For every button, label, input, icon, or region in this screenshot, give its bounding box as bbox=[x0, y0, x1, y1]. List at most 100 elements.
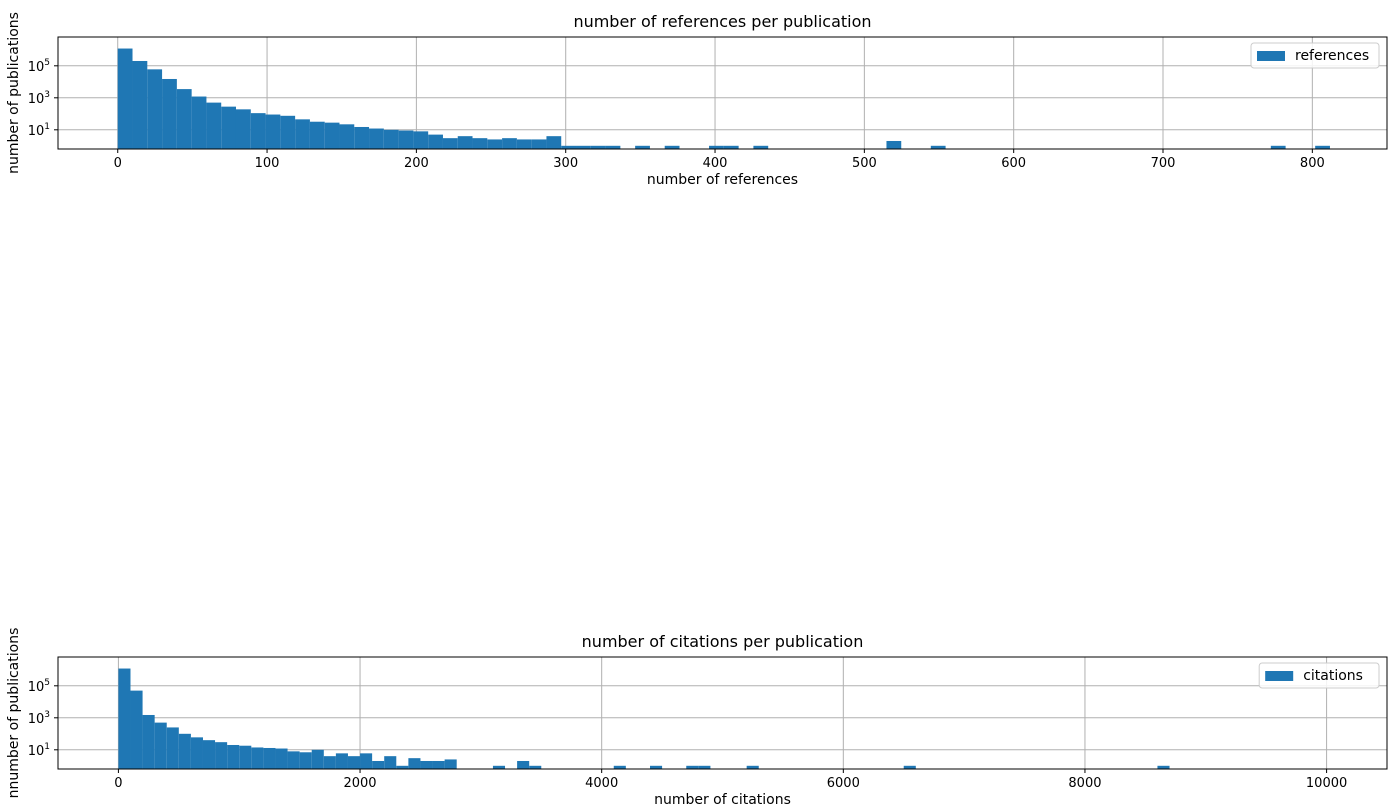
x-tick-label: 0 bbox=[114, 156, 122, 171]
histogram-bar bbox=[221, 106, 236, 149]
x-tick-label: 0 bbox=[114, 776, 122, 791]
histogram-bar bbox=[206, 102, 222, 149]
histogram-bar bbox=[166, 727, 179, 769]
histogram-bar bbox=[886, 140, 902, 149]
histogram-bar bbox=[753, 145, 769, 149]
histogram-bar bbox=[372, 760, 385, 769]
histogram-bar bbox=[132, 60, 148, 149]
legend: citations bbox=[1258, 662, 1380, 689]
citations-histogram: 0 2000 4000 6000 8000 10000 101 103 105 number of… bbox=[6, 628, 1388, 808]
histogram-bar bbox=[650, 765, 663, 769]
histogram-bar bbox=[354, 126, 370, 149]
histogram-bar bbox=[369, 128, 384, 149]
histogram-bar bbox=[311, 749, 324, 769]
histogram-bar bbox=[432, 760, 445, 769]
histogram-bar bbox=[444, 759, 457, 769]
histogram-bar bbox=[154, 722, 167, 769]
legend-swatch bbox=[1257, 51, 1285, 61]
histogram-bar bbox=[360, 753, 373, 769]
histogram-bar bbox=[191, 96, 207, 149]
histogram-bar bbox=[635, 145, 650, 149]
legend-box bbox=[1250, 42, 1380, 69]
histogram-bar bbox=[472, 138, 488, 149]
histogram-bar bbox=[590, 145, 606, 149]
x-tick-label: 500 bbox=[852, 156, 877, 171]
histogram-bar bbox=[516, 139, 532, 149]
x-axis-label: number of citations bbox=[654, 792, 791, 808]
chart-title: number of citations per publication bbox=[582, 632, 864, 651]
histogram-bar bbox=[413, 131, 429, 149]
histogram-bar bbox=[295, 119, 310, 149]
histogram-bar bbox=[396, 765, 409, 769]
histogram-bar bbox=[487, 139, 503, 149]
histogram-bar bbox=[428, 134, 443, 149]
histogram-bar bbox=[930, 145, 946, 149]
histogram-bar bbox=[1270, 145, 1286, 149]
histogram-bar bbox=[686, 765, 699, 769]
histogram-bar bbox=[531, 139, 547, 149]
x-tick-label: 100 bbox=[255, 156, 280, 171]
histogram-bar bbox=[347, 756, 361, 769]
histogram-bar bbox=[613, 765, 626, 769]
histogram-bar bbox=[147, 69, 163, 149]
histogram-bar bbox=[239, 745, 252, 769]
histogram-bar bbox=[309, 121, 325, 149]
histogram-bar bbox=[190, 737, 203, 769]
x-tick-label: 200 bbox=[404, 156, 429, 171]
x-tick-label: 800 bbox=[1300, 156, 1325, 171]
histogram-bar bbox=[517, 760, 530, 769]
x-tick-label: 300 bbox=[553, 156, 578, 171]
y-axis-label: nnumber of publications bbox=[6, 628, 22, 799]
histogram-bar bbox=[408, 758, 421, 769]
histogram-bar bbox=[746, 765, 759, 769]
histogram-bar bbox=[723, 145, 739, 149]
plot-frame bbox=[57, 656, 1388, 770]
references-histogram: 0 100 200 300 400 500 600 700 800 101 103 105 number… bbox=[6, 12, 1388, 188]
legend-label: references bbox=[1295, 48, 1369, 64]
histogram-bar bbox=[529, 765, 542, 769]
x-tick-label: 4000 bbox=[585, 776, 618, 791]
histogram-bar bbox=[251, 747, 264, 769]
y-tick-label: 103 bbox=[28, 710, 50, 727]
histogram-bar bbox=[457, 136, 473, 149]
legend-box bbox=[1258, 662, 1380, 689]
x-tick-label: 600 bbox=[1001, 156, 1026, 171]
histogram-bar bbox=[709, 145, 724, 149]
legend-swatch bbox=[1265, 671, 1294, 681]
chart-title: number of references per publication bbox=[573, 12, 871, 31]
histogram-bar bbox=[250, 113, 266, 149]
histogram-bar bbox=[265, 114, 281, 149]
histogram-bar bbox=[1315, 145, 1330, 149]
x-axis-label: number of references bbox=[647, 172, 798, 188]
legend: references bbox=[1250, 42, 1380, 69]
x-tick-label: 400 bbox=[703, 156, 728, 171]
x-tick-label: 2000 bbox=[343, 776, 376, 791]
histogram-bar bbox=[263, 747, 276, 769]
histogram-bar bbox=[275, 748, 288, 769]
histogram-bar bbox=[235, 109, 251, 149]
y-tick-label: 101 bbox=[28, 742, 50, 759]
histogram-bar bbox=[576, 145, 591, 149]
histogram-bar bbox=[280, 115, 296, 149]
y-tick-label: 101 bbox=[28, 122, 50, 139]
histogram-bar bbox=[215, 742, 228, 769]
histogram-bar bbox=[176, 89, 192, 149]
histogram-bar bbox=[420, 760, 433, 769]
histogram-bar bbox=[178, 733, 191, 769]
histogram-bar bbox=[202, 740, 216, 769]
y-tick-label: 103 bbox=[28, 90, 50, 107]
histogram-bar bbox=[502, 138, 517, 149]
histogram-bar bbox=[335, 753, 348, 769]
histogram-bar bbox=[398, 130, 414, 149]
histogram-bar bbox=[162, 78, 177, 149]
histogram-bar bbox=[492, 765, 506, 769]
histogram-bar bbox=[324, 122, 340, 149]
histogram-bar bbox=[1157, 765, 1170, 769]
x-tick-label: 700 bbox=[1151, 156, 1176, 171]
histogram-bar bbox=[299, 752, 312, 769]
plot-frame bbox=[57, 36, 1388, 150]
histogram-bar bbox=[339, 124, 355, 149]
x-tick-label: 6000 bbox=[827, 776, 860, 791]
histogram-bar bbox=[287, 751, 300, 769]
